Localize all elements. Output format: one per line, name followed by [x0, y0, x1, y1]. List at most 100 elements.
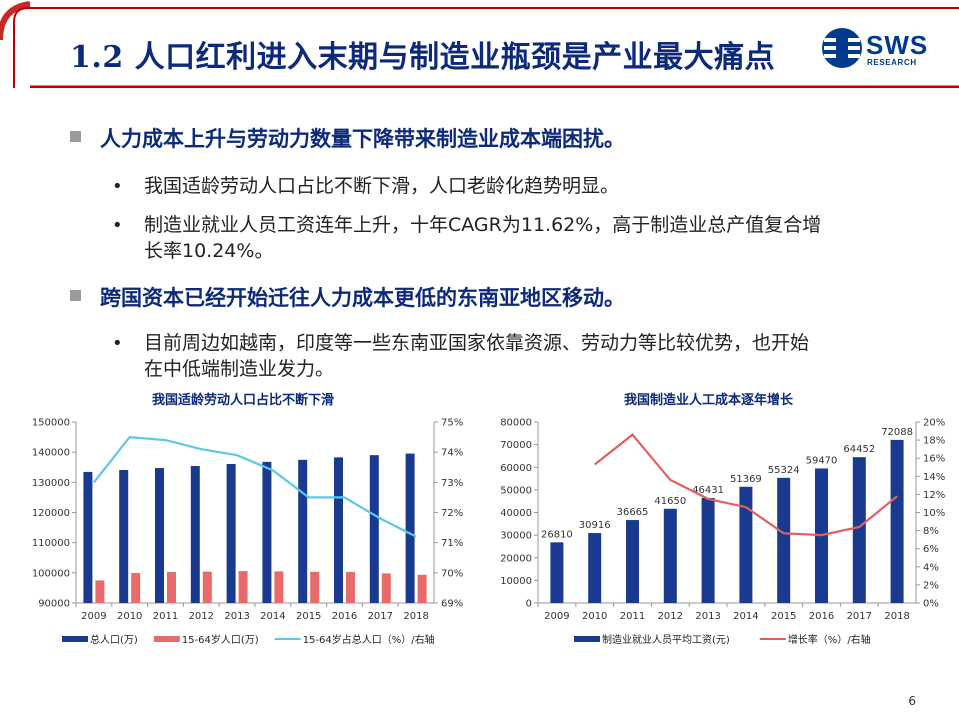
bar: [119, 469, 129, 603]
x-tick-label: 2014: [260, 611, 285, 622]
bullet-text: 我国适龄劳动人口占比不断下滑，人口老龄化趋势明显。: [144, 175, 620, 197]
bar: [701, 497, 715, 603]
series-line: [93, 435, 417, 538]
y-tick-label-right: 16%: [923, 454, 945, 465]
bar: [298, 459, 308, 603]
data-label: 64452: [843, 444, 875, 455]
bullet-text: 制造业就业人员工资连年上升，十年CAGR为11.62%，高于制造业总产值复合增: [144, 214, 822, 236]
x-tick-label: 2012: [658, 611, 683, 622]
bar: [890, 439, 904, 603]
x-tick-label: 2015: [296, 611, 321, 622]
data-label: 41650: [654, 496, 686, 507]
y-tick-label-left: 150000: [32, 418, 70, 429]
x-tick-label: 2017: [368, 611, 393, 622]
bar: [405, 453, 415, 603]
bar: [155, 468, 164, 603]
data-label: 59470: [806, 455, 838, 466]
y-tick-label-left: 100000: [32, 568, 70, 579]
bar: [202, 571, 212, 603]
bullet-text: 在中低端制造业发力。: [144, 358, 335, 380]
x-tick-label: 2014: [733, 611, 758, 622]
y-tick-label-left: 140000: [32, 448, 70, 459]
y-tick-label-left: 60000: [500, 463, 532, 474]
bar: [369, 455, 379, 603]
legend-label: 增长率（%）/右轴: [788, 633, 871, 646]
x-tick-label: 2016: [332, 611, 357, 622]
bar: [739, 486, 753, 603]
data-label: 26810: [541, 529, 573, 540]
y-tick-label-left: 130000: [32, 478, 70, 489]
bar: [626, 520, 639, 603]
x-tick-label: 2012: [189, 611, 214, 622]
y-tick-label-right: 71%: [441, 538, 463, 549]
y-tick-label-left: 20000: [500, 553, 532, 564]
bar: [417, 574, 427, 603]
x-tick-label: 2009: [544, 611, 569, 622]
x-tick-label: 2010: [117, 611, 142, 622]
legend-swatch: [153, 636, 180, 642]
x-tick-label: 2009: [81, 611, 106, 622]
y-tick-label-left: 0: [526, 599, 532, 610]
legend-label: 15-64岁占总人口（%）/右轴: [303, 633, 435, 646]
section-marker-icon: [70, 131, 81, 142]
y-tick-label-right: 72%: [441, 508, 463, 519]
page-title: 1.2 人口红利进入末期与制造业瓶颈是产业最大痛点: [70, 40, 776, 75]
y-tick-label-right: 4%: [923, 562, 939, 573]
bar: [550, 542, 564, 603]
x-tick-label: 2010: [582, 611, 607, 622]
data-label: 72088: [881, 427, 913, 438]
chart-title-2: 我国制造业人工成本逐年增长: [624, 393, 794, 408]
y-tick-label-left: 50000: [500, 485, 532, 496]
x-tick-label: 2011: [153, 611, 178, 622]
x-tick-label: 2013: [695, 611, 720, 622]
y-tick-label-right: 12%: [923, 490, 945, 501]
legend-label: 总人口(万): [90, 633, 138, 646]
section-heading-1: 人力成本上升与劳动力数量下降带来制造业成本端困扰。: [100, 127, 625, 151]
chart-title-1: 我国适龄劳动人口占比不断下滑: [152, 393, 335, 408]
bar: [274, 571, 284, 603]
y-tick-label-right: 0%: [923, 599, 939, 610]
data-label: 51369: [730, 474, 762, 485]
y-tick-label-left: 70000: [500, 440, 532, 451]
legend-label: 制造业就业人员平均工资(元): [602, 633, 730, 646]
bar: [190, 466, 200, 603]
sws-logo-icon: [822, 28, 862, 68]
bar: [381, 573, 391, 603]
y-tick-label-right: 10%: [923, 508, 945, 519]
bar: [95, 580, 105, 603]
y-tick-label-left: 90000: [38, 599, 70, 610]
bar: [83, 471, 93, 603]
x-tick-label: 2013: [224, 611, 249, 622]
y-tick-label-left: 40000: [500, 508, 532, 519]
y-tick-label-left: 80000: [500, 418, 532, 429]
bar: [310, 571, 320, 603]
x-tick-label: 2018: [884, 611, 909, 622]
population-chart: 90000 100000 110000 120000 130000 140000 15000…: [32, 418, 463, 647]
y-tick-label-right: 70%: [441, 568, 463, 579]
bar: [777, 477, 791, 603]
x-tick-label: 2015: [771, 611, 796, 622]
bar: [262, 461, 272, 603]
logo-text: SWS: [866, 30, 929, 60]
x-tick-label: 2018: [403, 611, 428, 622]
section-marker-icon: [70, 290, 81, 301]
bullet-text: 目前周边如越南，印度等一些东南亚国家依靠资源、劳动力等比较优势，也开始: [144, 332, 810, 354]
section-heading-2: 跨国资本已经开始迁往人力成本更低的东南亚地区移动。: [100, 286, 625, 310]
bar: [852, 457, 866, 603]
x-tick-label: 2016: [809, 611, 834, 622]
y-tick-label-left: 10000: [500, 576, 532, 587]
y-tick-label-right: 6%: [923, 544, 939, 555]
header-frame: [0, 1, 959, 88]
y-tick-label-right: 69%: [441, 599, 463, 610]
bar: [663, 508, 677, 603]
bar: [167, 571, 176, 603]
bar: [334, 457, 343, 603]
bullet-text: 长率10.24%。: [144, 240, 274, 262]
series-line: [594, 433, 898, 537]
data-label: 55324: [768, 465, 800, 476]
data-label: 36665: [617, 507, 649, 518]
y-tick-label-right: 2%: [923, 580, 939, 591]
y-tick-label-left: 30000: [500, 531, 532, 542]
data-label: 46431: [692, 485, 724, 496]
bar: [238, 571, 248, 603]
